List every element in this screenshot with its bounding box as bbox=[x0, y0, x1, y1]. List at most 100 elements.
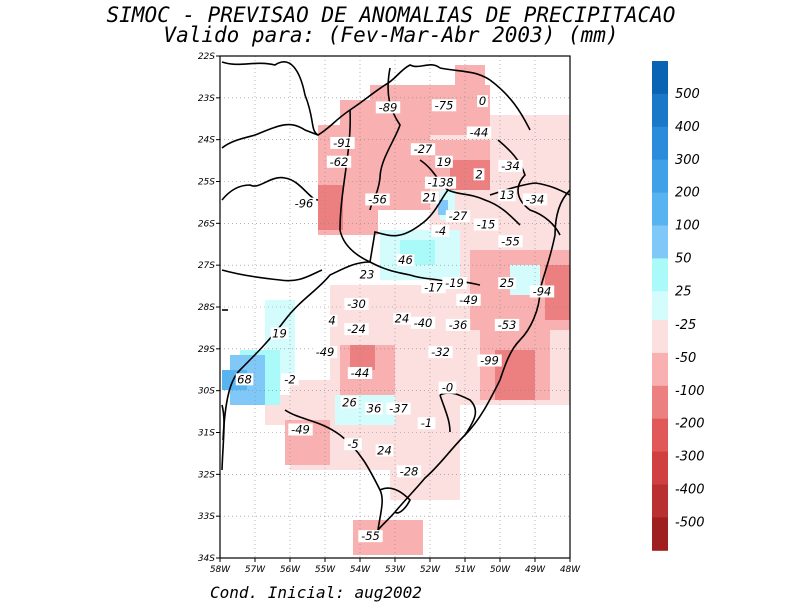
value-label-bg bbox=[270, 327, 289, 340]
legend-swatch-positive bbox=[652, 126, 668, 161]
anomaly-value: -56 bbox=[368, 192, 387, 206]
anomaly-value: 26 bbox=[342, 395, 357, 409]
lon-tick-label: 50W bbox=[490, 565, 511, 575]
value-label-bg bbox=[421, 191, 439, 204]
lat-tick-label: 34S bbox=[198, 554, 215, 564]
legend-label-positive: 50 bbox=[675, 252, 692, 267]
anomaly-value: -37 bbox=[389, 402, 408, 416]
value-label-bg bbox=[494, 318, 520, 331]
value-label-bg bbox=[365, 193, 390, 206]
lat-tick-label: 28S bbox=[198, 303, 215, 313]
legend-swatch-negative bbox=[652, 418, 668, 453]
legend-label-positive: 200 bbox=[675, 186, 700, 201]
value-label-bg bbox=[438, 381, 457, 394]
value-label-bg bbox=[428, 346, 453, 359]
anomaly-value: -55 bbox=[501, 234, 520, 248]
value-label-bg bbox=[442, 277, 467, 290]
value-label-bg bbox=[498, 159, 523, 172]
value-label-bg bbox=[281, 373, 299, 386]
lat-tick-label: 26S bbox=[198, 219, 215, 229]
value-label-bg bbox=[473, 168, 485, 181]
anomaly-value: -36 bbox=[449, 318, 468, 332]
legend-swatch-positive bbox=[652, 258, 668, 292]
lon-tick-label: 58W bbox=[210, 565, 231, 575]
value-label-bg bbox=[466, 126, 492, 139]
value-label-bg bbox=[417, 417, 436, 430]
lat-tick-label: 30S bbox=[198, 387, 215, 397]
value-label-bg bbox=[477, 354, 502, 367]
value-label-bg bbox=[375, 101, 401, 114]
value-label-bg bbox=[424, 176, 457, 189]
legend-label-negative: -500 bbox=[675, 515, 705, 530]
value-label-bg bbox=[358, 530, 383, 543]
value-label-bg bbox=[393, 312, 411, 325]
anomaly-value: 24 bbox=[395, 312, 410, 326]
lon-tick-label: 49W bbox=[525, 565, 546, 575]
value-label-bg bbox=[288, 423, 313, 436]
map-title-line1: SIMOC - PREVISAO DE ANOMALIAS DE PRECIPI… bbox=[106, 3, 676, 27]
anomaly-value: -24 bbox=[347, 322, 366, 336]
value-label-bg bbox=[330, 136, 355, 149]
value-label-bg bbox=[445, 210, 471, 223]
lon-tick-label: 52W bbox=[420, 565, 441, 575]
lat-tick-label: 25S bbox=[198, 178, 215, 188]
legend-label-negative: -100 bbox=[675, 384, 705, 399]
anomaly-value: -49 bbox=[459, 293, 478, 307]
value-label-bg bbox=[344, 438, 362, 451]
anomaly-value: -34 bbox=[526, 192, 545, 206]
legend-swatch-negative bbox=[652, 320, 668, 354]
anomaly-value: -4 bbox=[435, 224, 446, 238]
lat-tick-label: 33S bbox=[198, 512, 215, 522]
value-label-bg bbox=[235, 373, 254, 386]
lon-tick-label: 56W bbox=[280, 565, 301, 575]
lon-tick-label: 54W bbox=[350, 565, 371, 575]
legend-swatch-positive bbox=[652, 93, 668, 128]
value-label-bg bbox=[344, 298, 369, 310]
anomaly-value: 24 bbox=[377, 443, 392, 457]
value-label-bg bbox=[477, 95, 488, 108]
legend-swatch-negative bbox=[652, 517, 668, 551]
legend-swatch-negative bbox=[652, 352, 668, 387]
anomaly-value: 68 bbox=[237, 372, 252, 386]
anomaly-value: 19 bbox=[437, 155, 452, 169]
value-label-bg bbox=[326, 155, 352, 168]
value-label-bg bbox=[396, 254, 415, 267]
value-label-bg bbox=[358, 268, 376, 281]
anomaly-value: -28 bbox=[400, 464, 419, 478]
anomaly-value: -62 bbox=[330, 155, 349, 169]
lon-tick-label: 48W bbox=[560, 565, 581, 575]
anomaly-value: -32 bbox=[431, 345, 450, 359]
value-label-bg bbox=[344, 323, 369, 336]
legend-swatch-negative bbox=[652, 451, 668, 485]
value-label-bg bbox=[421, 281, 446, 294]
anomaly-value: -19 bbox=[445, 276, 464, 290]
value-label-bg bbox=[435, 155, 453, 168]
legend-swatch-positive bbox=[652, 192, 668, 226]
legend-label-positive: 300 bbox=[675, 153, 700, 168]
anomaly-value: -49 bbox=[291, 423, 310, 437]
value-label-bg bbox=[473, 218, 499, 231]
value-label-bg bbox=[396, 465, 422, 478]
lat-tick-label: 24S bbox=[198, 136, 215, 146]
legend-label-positive: 25 bbox=[675, 284, 692, 299]
anomaly-value: -0 bbox=[442, 381, 453, 395]
anomaly-value: -99 bbox=[480, 353, 499, 367]
lat-tick-label: 22S bbox=[198, 52, 215, 62]
anomaly-value: -34 bbox=[501, 159, 520, 173]
anomaly-value: -49 bbox=[316, 345, 335, 359]
anomaly-value: 19 bbox=[272, 326, 287, 340]
legend-label-negative: -300 bbox=[675, 450, 705, 465]
legend-label-negative: -200 bbox=[675, 417, 705, 432]
map-title-line2: Valido para: (Fev-Mar-Abr 2003) (mm) bbox=[163, 23, 619, 47]
value-label-bg bbox=[498, 189, 516, 202]
value-label-bg bbox=[312, 346, 338, 359]
anomaly-value: -2 bbox=[284, 372, 295, 386]
legend-label-positive: 500 bbox=[675, 87, 700, 102]
legend-swatch-positive bbox=[652, 159, 668, 194]
anomaly-value: -44 bbox=[351, 366, 370, 380]
value-label-bg bbox=[445, 318, 471, 331]
anomaly-value: -27 bbox=[414, 142, 433, 156]
legend-label-positive: 400 bbox=[675, 120, 700, 135]
anomaly-value: -89 bbox=[379, 100, 398, 114]
